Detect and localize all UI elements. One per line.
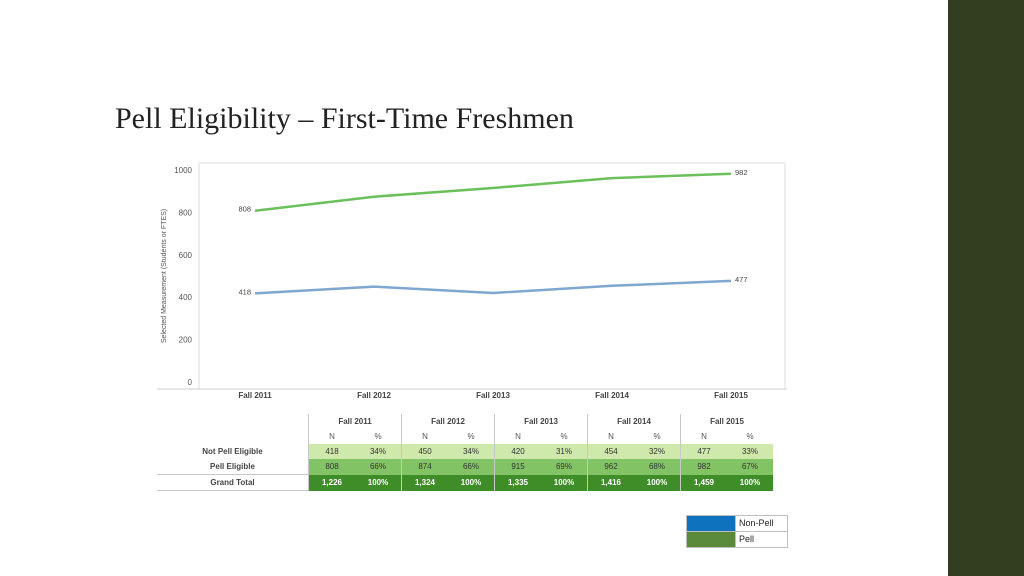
table-cell-n: 1,226 (308, 474, 355, 491)
point-labels: 808 982 418 477 (238, 168, 747, 297)
table-cell-n: 1,335 (494, 474, 541, 491)
series-lines (254, 172, 732, 295)
table-subheader-pct: % (653, 432, 661, 441)
table-cell-pct: 100% (727, 474, 773, 491)
table-cell-pct: 33% (727, 444, 773, 459)
table-cell-pct: 100% (355, 474, 402, 491)
legend-label: Pell (735, 532, 787, 547)
table-year-header: Fall 2014 (587, 414, 681, 429)
y-axis-label: Selected Measurement (Students or FTES) (161, 209, 168, 343)
table-cell-n: 454 (587, 444, 634, 459)
table-cell-n: 418 (308, 444, 355, 459)
table-row: Pell Eligible 808 66% 874 66% 915 69% 962 68% 982… (157, 459, 773, 475)
table-cell-n: 420 (494, 444, 541, 459)
x-tick-label: Fall 2011 (238, 391, 272, 400)
table-cell-n: 874 (401, 459, 448, 475)
y-tick-label: 0 (188, 378, 193, 387)
table-subheader-n: N (680, 429, 727, 444)
table-subheader-pct: % (467, 432, 475, 441)
table-subheader-pct: % (746, 432, 754, 441)
legend: Non-Pell Pell (686, 515, 788, 548)
x-tick-label: Fall 2014 (595, 391, 629, 400)
plot-area (198, 162, 786, 390)
x-tick-label: Fall 2013 (476, 391, 510, 400)
y-tick-label: 400 (179, 293, 193, 302)
table-cell-pct: 32% (634, 444, 681, 459)
table-cell-pct: 66% (355, 459, 402, 475)
table-cell-n: 1,324 (401, 474, 448, 491)
table-row: Not Pell Eligible 418 34% 450 34% 420 31% 454 32… (157, 444, 773, 459)
point-label: 808 (238, 205, 251, 214)
table-cell-n: 962 (587, 459, 634, 475)
table-cell-pct: 66% (448, 459, 495, 475)
table-cell-n: 477 (680, 444, 727, 459)
table-row-label: Grand Total (157, 474, 309, 491)
y-tick-label: 1000 (174, 166, 192, 175)
table-year-header: Fall 2013 (494, 414, 588, 429)
legend-swatch-pell (687, 532, 735, 547)
data-table: Fall 2011 Fall 2012 Fall 2013 Fall 2014 Fall… (157, 414, 773, 491)
x-ticks: Fall 2011 Fall 2012 Fall 2013 Fall 2014 Fall… (238, 391, 748, 400)
table-cell-n: 808 (308, 459, 355, 475)
table-cell-pct: 34% (448, 444, 495, 459)
sidebar-accent-bar (948, 0, 1024, 576)
table-cell-pct: 68% (634, 459, 681, 475)
y-tick-label: 200 (179, 336, 193, 345)
table-subheader-pct: % (374, 432, 382, 441)
table-cell-n: 1,416 (587, 474, 634, 491)
table-year-header: Fall 2015 (680, 414, 773, 429)
table-subheader-pct: % (560, 432, 568, 441)
table-row: Grand Total 1,226 100% 1,324 100% 1,335 100% 1,… (157, 474, 773, 491)
legend-label: Non-Pell (735, 516, 787, 531)
table-subheader-n: N (401, 429, 448, 444)
legend-swatch-non-pell (687, 516, 735, 531)
point-label: 418 (238, 287, 251, 296)
table-year-header: Fall 2011 (308, 414, 402, 429)
table-cell-n: 1,459 (680, 474, 727, 491)
line-chart: 0 200 400 600 800 1000 Fall 2011 Fall 2012 Fall… (157, 160, 787, 506)
table-cell-n: 450 (401, 444, 448, 459)
y-tick-label: 800 (179, 208, 193, 217)
table-cell-pct: 34% (355, 444, 402, 459)
legend-item-non-pell: Non-Pell (687, 516, 787, 531)
table-cell-pct: 100% (634, 474, 681, 491)
table-cell-n: 982 (680, 459, 727, 475)
legend-item-pell: Pell (687, 531, 787, 547)
slide-title: Pell Eligibility – First-Time Freshmen (115, 102, 574, 135)
table-row-label: Pell Eligible (210, 462, 255, 471)
series-line-pell (254, 172, 732, 212)
table-cell-n: 915 (494, 459, 541, 475)
table-corner (157, 414, 309, 429)
table-cell-pct: 67% (727, 459, 773, 475)
table-subheader-row: N% N% N% N% N% (157, 429, 773, 444)
point-label: 477 (735, 275, 748, 284)
table-cell-pct: 69% (541, 459, 588, 475)
table-cell-pct: 31% (541, 444, 588, 459)
x-tick-label: Fall 2012 (357, 391, 391, 400)
table-row-label: Not Pell Eligible (202, 447, 263, 456)
table-subheader-n: N (587, 429, 634, 444)
table-header-row: Fall 2011 Fall 2012 Fall 2013 Fall 2014 Fall… (157, 414, 773, 429)
table-cell-pct: 100% (448, 474, 495, 491)
table-subheader-n: N (494, 429, 541, 444)
table-corner (157, 429, 309, 444)
table-cell-pct: 100% (541, 474, 588, 491)
table-year-header: Fall 2012 (401, 414, 495, 429)
y-ticks: 0 200 400 600 800 1000 (174, 166, 192, 387)
series-line-non-pell (254, 279, 732, 295)
table-subheader-n: N (308, 429, 355, 444)
x-tick-label: Fall 2015 (714, 391, 748, 400)
point-label: 982 (735, 168, 748, 177)
y-tick-label: 600 (179, 251, 193, 260)
